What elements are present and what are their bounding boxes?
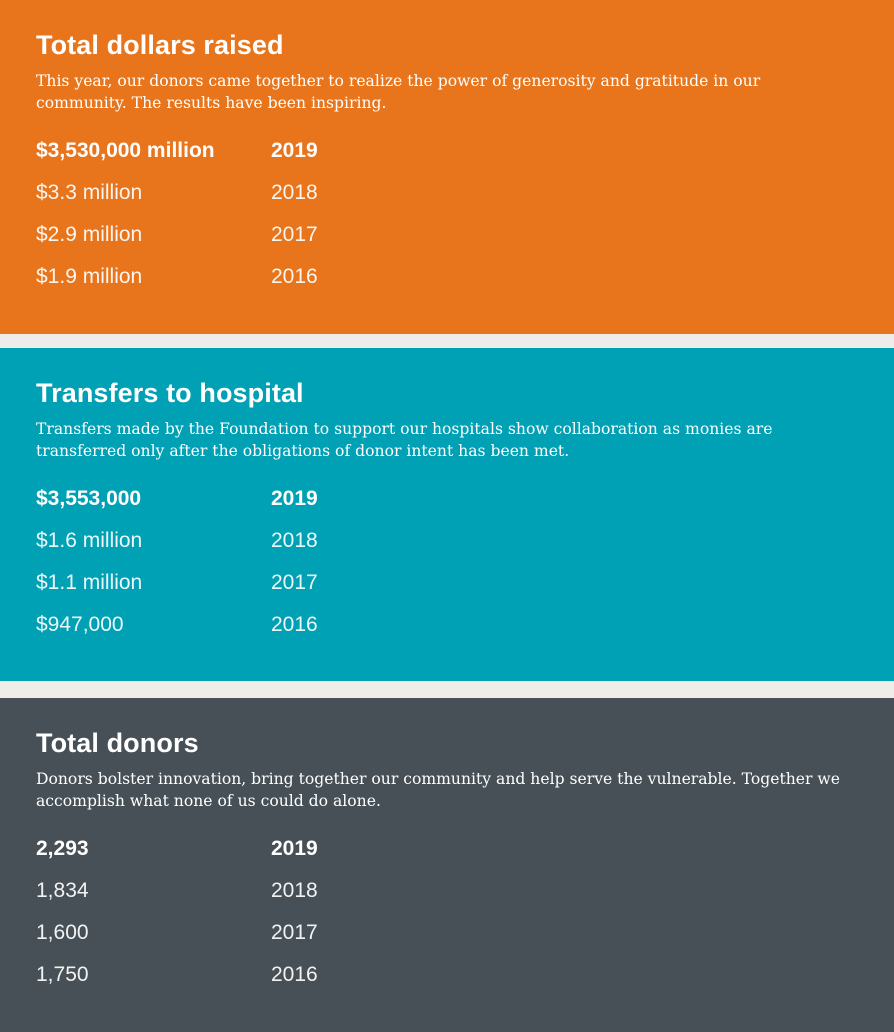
stat-value: $2.9 million <box>36 223 143 246</box>
panel-description: This year, our donors came together to r… <box>36 72 761 112</box>
stat-year: 2018 <box>271 181 318 204</box>
stat-year: 2018 <box>271 879 318 902</box>
stat-value: $1.1 million <box>36 571 143 594</box>
stat-year: 2017 <box>271 921 318 944</box>
stat-row: $1.6 million 2018 <box>36 520 858 562</box>
stat-row: $947,000 2016 <box>36 604 858 646</box>
stat-row-current: 2,293 2019 <box>36 828 858 870</box>
panel-title: Total donors <box>36 728 199 758</box>
stat-year: 2019 <box>271 487 318 510</box>
stat-year: 2016 <box>271 613 318 636</box>
stat-year: 2019 <box>271 139 318 162</box>
stat-row-current: $3,530,000 million 2019 <box>36 130 858 172</box>
stat-value: $1.9 million <box>36 265 143 288</box>
stat-value: 1,750 <box>36 963 89 986</box>
stat-value: $3,553,000 <box>36 487 142 510</box>
panel-title: Transfers to hospital <box>36 378 304 408</box>
stat-year: 2018 <box>271 529 318 552</box>
stat-value: $947,000 <box>36 613 124 636</box>
transfers-panel: Transfers to hospital Transfers made by … <box>0 348 894 681</box>
panel-description: Donors bolster innovation, bring togethe… <box>36 770 840 810</box>
stat-row: 1,600 2017 <box>36 912 858 954</box>
stat-row: $2.9 million 2017 <box>36 214 858 256</box>
stat-value: $3,530,000 million <box>36 139 215 162</box>
stats-list: $3,530,000 million 2019 $3.3 million 201… <box>36 130 858 298</box>
stat-row: $1.9 million 2016 <box>36 256 858 298</box>
stat-row: 1,750 2016 <box>36 954 858 996</box>
dollars-raised-panel: Total dollars raised This year, our dono… <box>0 0 894 334</box>
stat-year: 2016 <box>271 963 318 986</box>
stat-row: $1.1 million 2017 <box>36 562 858 604</box>
stats-list: $3,553,000 2019 $1.6 million 2018 $1.1 m… <box>36 478 858 646</box>
stat-year: 2016 <box>271 265 318 288</box>
stat-value: 2,293 <box>36 837 89 860</box>
stat-year: 2017 <box>271 571 318 594</box>
stat-row: 1,834 2018 <box>36 870 858 912</box>
stat-value: $3.3 million <box>36 181 143 204</box>
panel-title: Total dollars raised <box>36 30 284 60</box>
stat-year: 2019 <box>271 837 318 860</box>
stat-row-current: $3,553,000 2019 <box>36 478 858 520</box>
stat-row: $3.3 million 2018 <box>36 172 858 214</box>
stats-list: 2,293 2019 1,834 2018 1,600 2017 1,750 2… <box>36 828 858 996</box>
stat-value: $1.6 million <box>36 529 143 552</box>
panel-description: Transfers made by the Foundation to supp… <box>36 420 773 460</box>
stat-value: 1,600 <box>36 921 89 944</box>
stat-value: 1,834 <box>36 879 89 902</box>
stat-year: 2017 <box>271 223 318 246</box>
donors-panel: Total donors Donors bolster innovation, … <box>0 698 894 1032</box>
